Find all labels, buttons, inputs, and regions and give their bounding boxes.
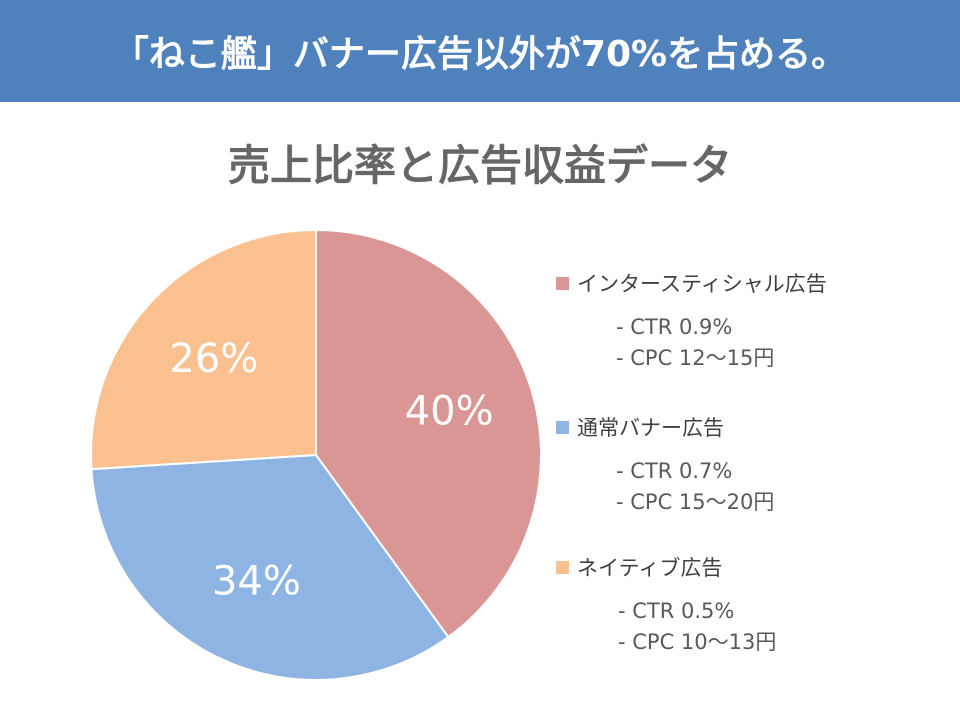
legend-ctr-interstitial: - CTR 0.9% [616,315,733,339]
legend-cpc-interstitial: - CPC 12〜15円 [616,346,775,370]
legend-cpc-native: - CPC 10〜13円 [618,630,777,654]
legend-details-interstitial: - CTR 0.9% - CPC 12〜15円 [616,312,956,374]
legend-swatch-banner [556,420,569,434]
pie-slice-banner [90,453,450,681]
pie-slice-interstitial [315,228,542,639]
legend-entry-banner: 通常バナー広告 - CTR 0.7% - CPC 15〜20円 [556,412,956,518]
legend-label-native: ネイティブ広告 [556,552,956,582]
legend-ctr-banner: - CTR 0.7% [616,459,733,483]
legend-text-banner: 通常バナー広告 [577,416,724,440]
legend-label-banner: 通常バナー広告 [556,412,956,442]
legend-entry-interstitial: インタースティシャル広告 - CTR 0.9% - CPC 12〜15円 [556,268,956,374]
pie-slices [90,228,542,681]
pie-label-banner: 34% [212,559,301,605]
header-banner: 「ねこ艦」バナー広告以外が70%を占める。 [0,0,960,102]
legend-swatch-native [556,560,569,574]
legend-text-interstitial: インタースティシャル広告 [577,272,827,296]
chart-title: 売上比率と広告収益データ [227,141,732,190]
legend-details-native: - CTR 0.5% - CPC 10〜13円 [618,596,956,658]
pie-label-native: 26% [169,336,258,382]
legend-ctr-native: - CTR 0.5% [618,599,735,623]
pie-labels: 40% 34% 26% [169,336,493,605]
legend-label-interstitial: インタースティシャル広告 [556,268,956,298]
banner-title: 「ねこ艦」バナー広告以外が70%を占める。 [112,34,848,75]
legend-text-native: ネイティブ広告 [577,556,723,580]
pie-slice-native [90,228,317,471]
legend-details-banner: - CTR 0.7% - CPC 15〜20円 [616,456,956,518]
legend-swatch-interstitial [556,276,569,290]
pie-label-interstitial: 40% [405,389,494,435]
legend-cpc-banner: - CPC 15〜20円 [616,490,775,514]
legend-entry-native: ネイティブ広告 - CTR 0.5% - CPC 10〜13円 [556,552,956,658]
